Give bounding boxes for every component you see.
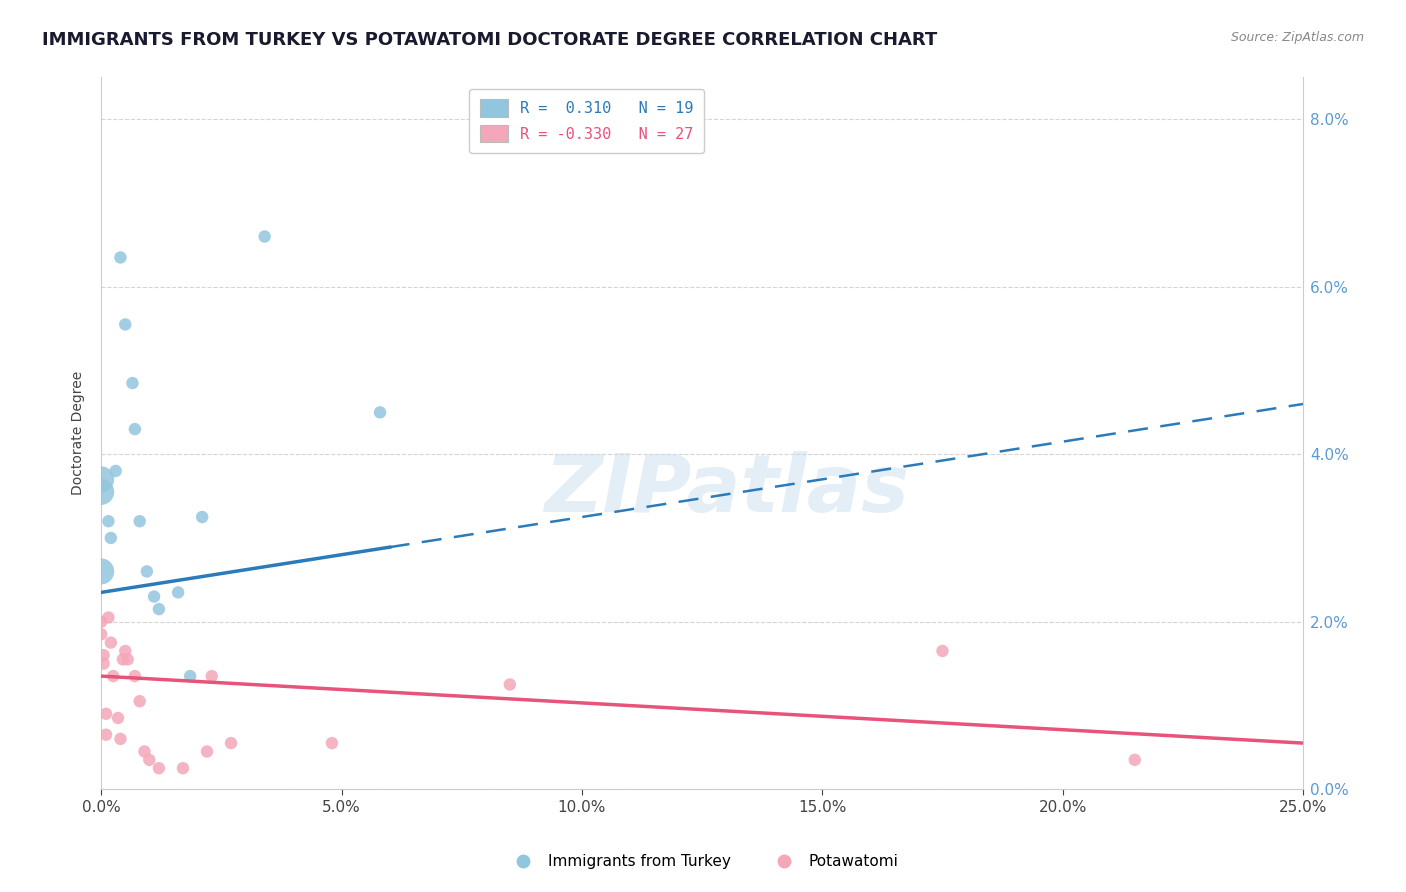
Point: [253, 229, 276, 244]
Point: [138, 753, 160, 767]
Point: [219, 736, 242, 750]
Point: [90, 484, 112, 499]
Legend: R =  0.310   N = 19, R = -0.330   N = 27: R = 0.310 N = 19, R = -0.330 N = 27: [470, 88, 704, 153]
Point: [148, 761, 170, 775]
Point: [114, 644, 136, 658]
Point: [124, 669, 146, 683]
Point: [148, 602, 170, 616]
Point: [195, 744, 218, 758]
Point: [94, 728, 117, 742]
Point: [97, 514, 120, 528]
Point: [100, 635, 122, 649]
Point: [321, 736, 343, 750]
Point: [135, 565, 157, 579]
Point: [368, 405, 391, 419]
Point: [172, 761, 194, 775]
Point: [191, 510, 214, 524]
Text: ZIPatlas: ZIPatlas: [544, 451, 908, 529]
Point: [124, 422, 146, 436]
Point: [111, 652, 134, 666]
Point: [134, 744, 156, 758]
Point: [90, 627, 112, 641]
Text: Source: ZipAtlas.com: Source: ZipAtlas.com: [1230, 31, 1364, 45]
Point: [90, 472, 112, 486]
Point: [201, 669, 224, 683]
Point: [167, 585, 190, 599]
Point: [117, 652, 139, 666]
Point: [110, 251, 132, 265]
Point: [104, 464, 127, 478]
Point: [110, 731, 132, 746]
Point: [121, 376, 143, 390]
Legend: Immigrants from Turkey, Potawatomi: Immigrants from Turkey, Potawatomi: [502, 848, 904, 875]
Point: [128, 694, 150, 708]
Point: [1123, 753, 1146, 767]
Point: [179, 669, 201, 683]
Point: [90, 565, 112, 579]
Point: [94, 706, 117, 721]
Point: [93, 648, 115, 663]
Text: IMMIGRANTS FROM TURKEY VS POTAWATOMI DOCTORATE DEGREE CORRELATION CHART: IMMIGRANTS FROM TURKEY VS POTAWATOMI DOC…: [42, 31, 938, 49]
Point: [143, 590, 166, 604]
Point: [107, 711, 129, 725]
Point: [114, 318, 136, 332]
Point: [128, 514, 150, 528]
Point: [90, 615, 112, 629]
Y-axis label: Doctorate Degree: Doctorate Degree: [72, 371, 86, 495]
Point: [97, 610, 120, 624]
Point: [499, 677, 522, 691]
Point: [100, 531, 122, 545]
Point: [103, 669, 125, 683]
Point: [931, 644, 953, 658]
Point: [93, 657, 115, 671]
